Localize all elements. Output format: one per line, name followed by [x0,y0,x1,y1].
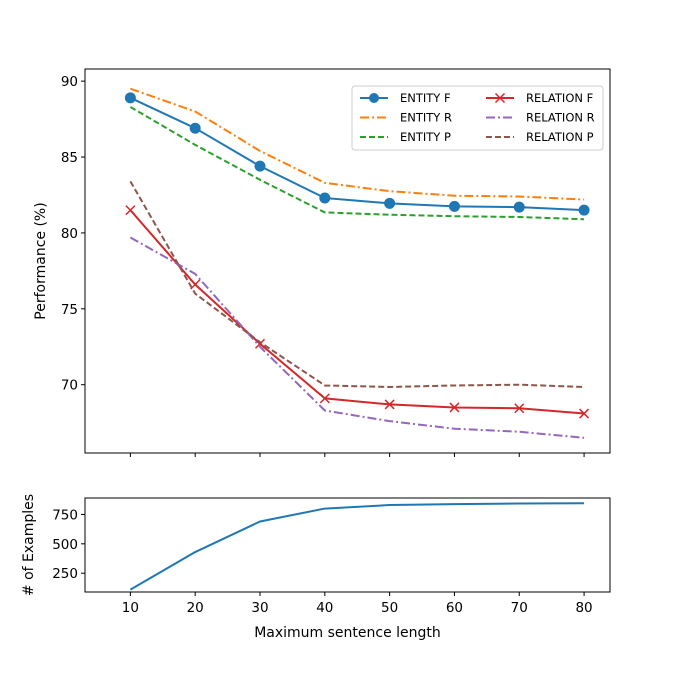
legend-marker [369,93,379,103]
performance-plot: 70 75 80 85 90 Performance (%) [33,68,611,457]
legend-item: RELATION R [486,111,595,125]
y-tick-label: 90 [61,74,78,90]
y-tick-label: 500 [52,537,78,553]
x-tick-label: 70 [511,600,528,616]
legend-item: ENTITY F [360,91,451,105]
data-point [319,393,330,404]
y-tick-label: 85 [61,150,78,166]
data-point [319,192,331,204]
legend-box [351,85,604,151]
legend-item: ENTITY P [360,130,451,144]
data-point [579,408,590,419]
marker-stroke [449,402,460,413]
data-point [189,122,201,134]
legend-item: ENTITY R [360,111,452,125]
data-point [513,201,525,213]
data-point [124,92,136,104]
x-tick-label: 30 [251,600,268,616]
x-tick-label: 10 [122,600,139,616]
x-tick-label: 40 [316,600,333,616]
x-tick-label: 80 [575,600,592,616]
data-point [449,402,460,413]
series-line-entity-f [129,96,585,212]
x-tick-label: 50 [381,600,398,616]
marker-stroke [125,205,136,216]
data-point [448,200,460,212]
series-line-entity-p [129,106,585,221]
y-tick-label: 250 [52,566,78,582]
legend-label: ENTITY R [400,111,452,125]
series-line-examples [129,502,585,591]
legend-label: RELATION P [526,130,594,144]
legend-item: RELATION P [486,130,594,144]
marker-stroke [514,403,525,414]
legend-item: RELATION F [486,91,593,105]
y-tick-label: 80 [61,226,78,242]
x-tick-label: 20 [187,600,204,616]
legend-marker [494,92,506,104]
series-line-relation-p [129,180,585,388]
examples-plot: 10 20 30 40 50 60 70 80 250 500 750 # of Examples Ma… [21,494,611,641]
legend: ENTITY F ENTITY R ENTITY P RELATION F RELATI… [351,85,604,151]
marker-stroke [579,408,590,419]
data-point [254,160,266,172]
y-tick-label: 75 [61,302,78,318]
marker-stroke [319,393,330,404]
x-tick-label: 60 [446,600,463,616]
plot-frame [84,68,611,454]
data-point [384,399,395,410]
legend-label: ENTITY P [400,130,451,144]
y-tick-label: 70 [61,378,78,394]
y-axis-label: # of Examples [21,494,37,596]
data-point [125,205,136,216]
y-axis-label: Performance (%) [33,202,49,319]
y-tick-label: 750 [52,507,78,523]
legend-label: RELATION R [526,111,595,125]
data-point [578,204,590,216]
marker-stroke [254,338,266,349]
marker-stroke [384,399,395,410]
legend-label: ENTITY F [400,91,451,105]
plot-frame [84,497,611,593]
series-line-relation-r [129,236,585,439]
series-line-relation-f [129,209,585,415]
x-axis-label: Maximum sentence length [254,625,441,641]
legend-label: RELATION F [526,91,593,105]
data-point [514,403,525,414]
series-line-entity-r [130,87,585,201]
data-point [384,197,396,209]
